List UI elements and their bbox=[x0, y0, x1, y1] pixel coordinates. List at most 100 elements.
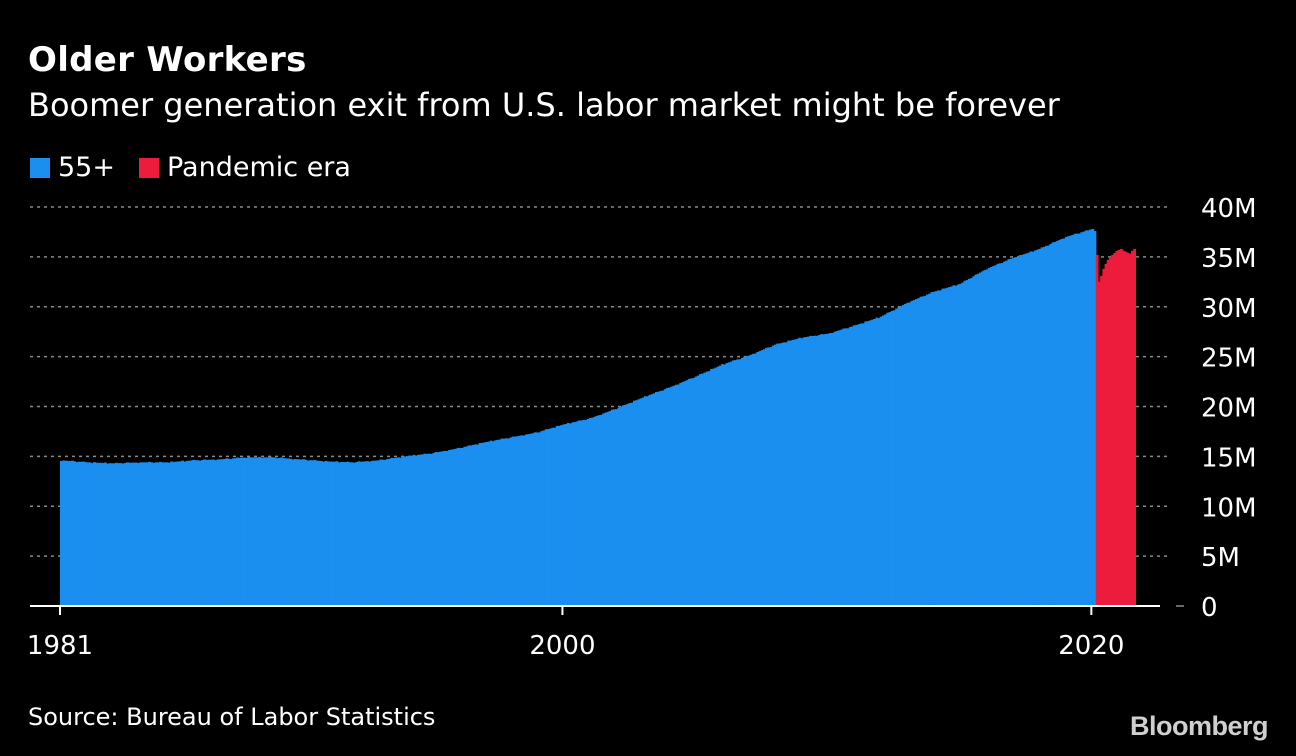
bar bbox=[258, 456, 262, 606]
bar bbox=[846, 328, 850, 606]
bar bbox=[879, 316, 883, 606]
bar bbox=[893, 310, 896, 606]
bar bbox=[613, 409, 616, 606]
bar bbox=[108, 463, 112, 606]
bar bbox=[950, 286, 954, 606]
bar bbox=[282, 458, 286, 606]
bar bbox=[897, 306, 901, 606]
bar bbox=[264, 457, 268, 606]
bar bbox=[787, 340, 791, 606]
bar bbox=[465, 446, 469, 606]
bar bbox=[333, 461, 337, 606]
bar bbox=[987, 267, 991, 606]
bar bbox=[619, 406, 623, 606]
bar bbox=[815, 335, 819, 606]
bar bbox=[441, 451, 445, 606]
bar bbox=[848, 327, 852, 606]
bar bbox=[220, 459, 224, 606]
bar bbox=[655, 392, 658, 606]
bar bbox=[1119, 248, 1123, 606]
bar bbox=[884, 314, 887, 606]
bar bbox=[895, 308, 898, 606]
bar bbox=[864, 321, 868, 606]
bar bbox=[544, 429, 548, 606]
bar bbox=[751, 353, 755, 606]
bar bbox=[1095, 254, 1099, 606]
bar bbox=[498, 439, 502, 606]
bar bbox=[666, 387, 669, 606]
bar bbox=[123, 462, 127, 606]
bar bbox=[251, 457, 255, 606]
bar bbox=[491, 441, 495, 606]
bar bbox=[187, 460, 191, 606]
bar bbox=[170, 461, 173, 606]
bar bbox=[923, 296, 927, 606]
bar bbox=[674, 384, 678, 606]
bar bbox=[1104, 263, 1108, 606]
bar bbox=[635, 400, 638, 606]
bar bbox=[831, 332, 835, 606]
bar bbox=[139, 462, 143, 606]
bar bbox=[610, 409, 614, 606]
bar bbox=[529, 433, 533, 606]
bar bbox=[302, 459, 306, 606]
bar bbox=[311, 460, 315, 606]
bar bbox=[1000, 263, 1004, 606]
bar bbox=[758, 351, 762, 606]
bar bbox=[778, 343, 782, 606]
bar bbox=[286, 458, 290, 606]
bar bbox=[450, 449, 453, 606]
bar bbox=[780, 342, 784, 606]
y-tick-label: 5M bbox=[1201, 543, 1240, 573]
bar bbox=[428, 453, 431, 606]
bar bbox=[368, 461, 372, 606]
bar bbox=[672, 385, 676, 606]
bar bbox=[414, 455, 418, 606]
bar bbox=[397, 457, 400, 606]
bar bbox=[1014, 257, 1017, 606]
bar bbox=[467, 445, 471, 606]
bar bbox=[699, 374, 702, 606]
bar bbox=[181, 460, 184, 606]
bar bbox=[965, 280, 969, 606]
bar bbox=[423, 453, 427, 606]
bar bbox=[472, 444, 475, 606]
bar bbox=[148, 461, 151, 606]
bar bbox=[948, 287, 951, 606]
source-note: Source: Bureau of Labor Statistics bbox=[28, 703, 436, 731]
bar bbox=[577, 420, 581, 606]
bar bbox=[1133, 248, 1136, 606]
bar bbox=[489, 440, 493, 606]
bar bbox=[978, 272, 982, 606]
bar bbox=[126, 462, 129, 606]
bar bbox=[1045, 245, 1048, 606]
bar bbox=[137, 463, 140, 606]
bar bbox=[813, 335, 817, 606]
bar bbox=[569, 423, 572, 606]
bar bbox=[196, 460, 200, 606]
bar bbox=[1058, 239, 1062, 607]
bar bbox=[919, 296, 923, 606]
bar bbox=[399, 457, 403, 606]
x-tick-label: 2020 bbox=[1058, 631, 1124, 661]
bar bbox=[134, 462, 138, 606]
bar bbox=[205, 459, 209, 606]
bar bbox=[1113, 252, 1117, 606]
bar bbox=[231, 458, 235, 606]
bar bbox=[809, 335, 813, 606]
bar bbox=[798, 337, 802, 606]
bar bbox=[985, 269, 989, 606]
bar bbox=[807, 336, 810, 606]
bar bbox=[963, 280, 967, 606]
bar bbox=[293, 459, 297, 606]
bar bbox=[480, 442, 484, 606]
bar bbox=[256, 457, 259, 606]
bar bbox=[1111, 254, 1114, 606]
bar bbox=[967, 278, 971, 606]
bar bbox=[214, 460, 218, 606]
bar bbox=[295, 459, 299, 606]
bar bbox=[141, 462, 145, 606]
bar bbox=[167, 462, 171, 606]
bar bbox=[66, 460, 70, 606]
bar bbox=[972, 276, 976, 606]
